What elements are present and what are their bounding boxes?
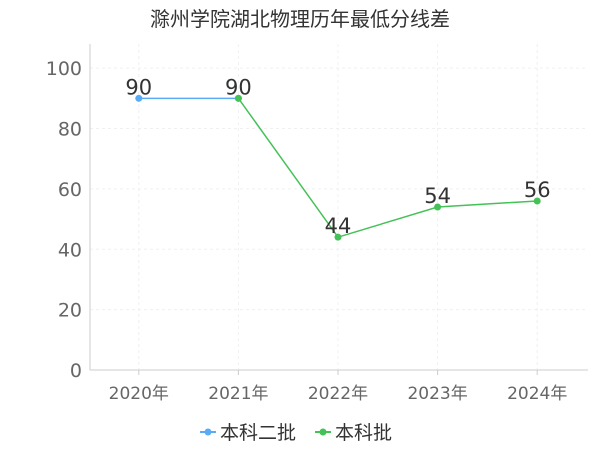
- series-group: [135, 94, 541, 241]
- legend-swatch-dot: [319, 428, 327, 436]
- x-tick-label: 2022年: [308, 384, 368, 404]
- grid: [90, 44, 588, 370]
- y-tick-label: 100: [46, 58, 82, 80]
- axes: 0 20 40 60 80 100 2020年 2021年 2022年 2023年 2024年: [46, 44, 588, 404]
- legend-label: 本科二批: [220, 422, 296, 444]
- legend: 本科二批 本科批: [200, 422, 392, 444]
- legend-label: 本科批: [335, 422, 392, 444]
- y-tick-label: 20: [58, 300, 82, 322]
- series-line-1: [237, 97, 538, 239]
- data-point: [434, 203, 442, 211]
- data-point: [334, 233, 342, 241]
- x-tick-label: 2021年: [208, 384, 268, 404]
- chart-title: 滁州学院湖北物理历年最低分线差: [150, 7, 450, 31]
- x-tick-label: 2023年: [407, 384, 467, 404]
- y-tick-label: 80: [58, 119, 82, 141]
- data-label: 56: [524, 178, 551, 202]
- data-label: 90: [225, 75, 252, 99]
- data-label: 54: [424, 184, 451, 208]
- x-tick-label: 2020年: [109, 384, 169, 404]
- data-label: 90: [125, 75, 152, 99]
- y-tick-label: 0: [70, 360, 82, 382]
- point-labels: 90 90 44 54 56: [125, 75, 550, 238]
- data-label: 44: [325, 214, 352, 238]
- y-tick-label: 40: [58, 239, 82, 261]
- x-tick-label: 2024年: [507, 384, 567, 404]
- y-tick-label: 60: [58, 179, 82, 201]
- data-point: [135, 94, 143, 102]
- legend-swatch-dot: [204, 428, 212, 436]
- data-point: [533, 197, 541, 205]
- data-point: [234, 94, 242, 102]
